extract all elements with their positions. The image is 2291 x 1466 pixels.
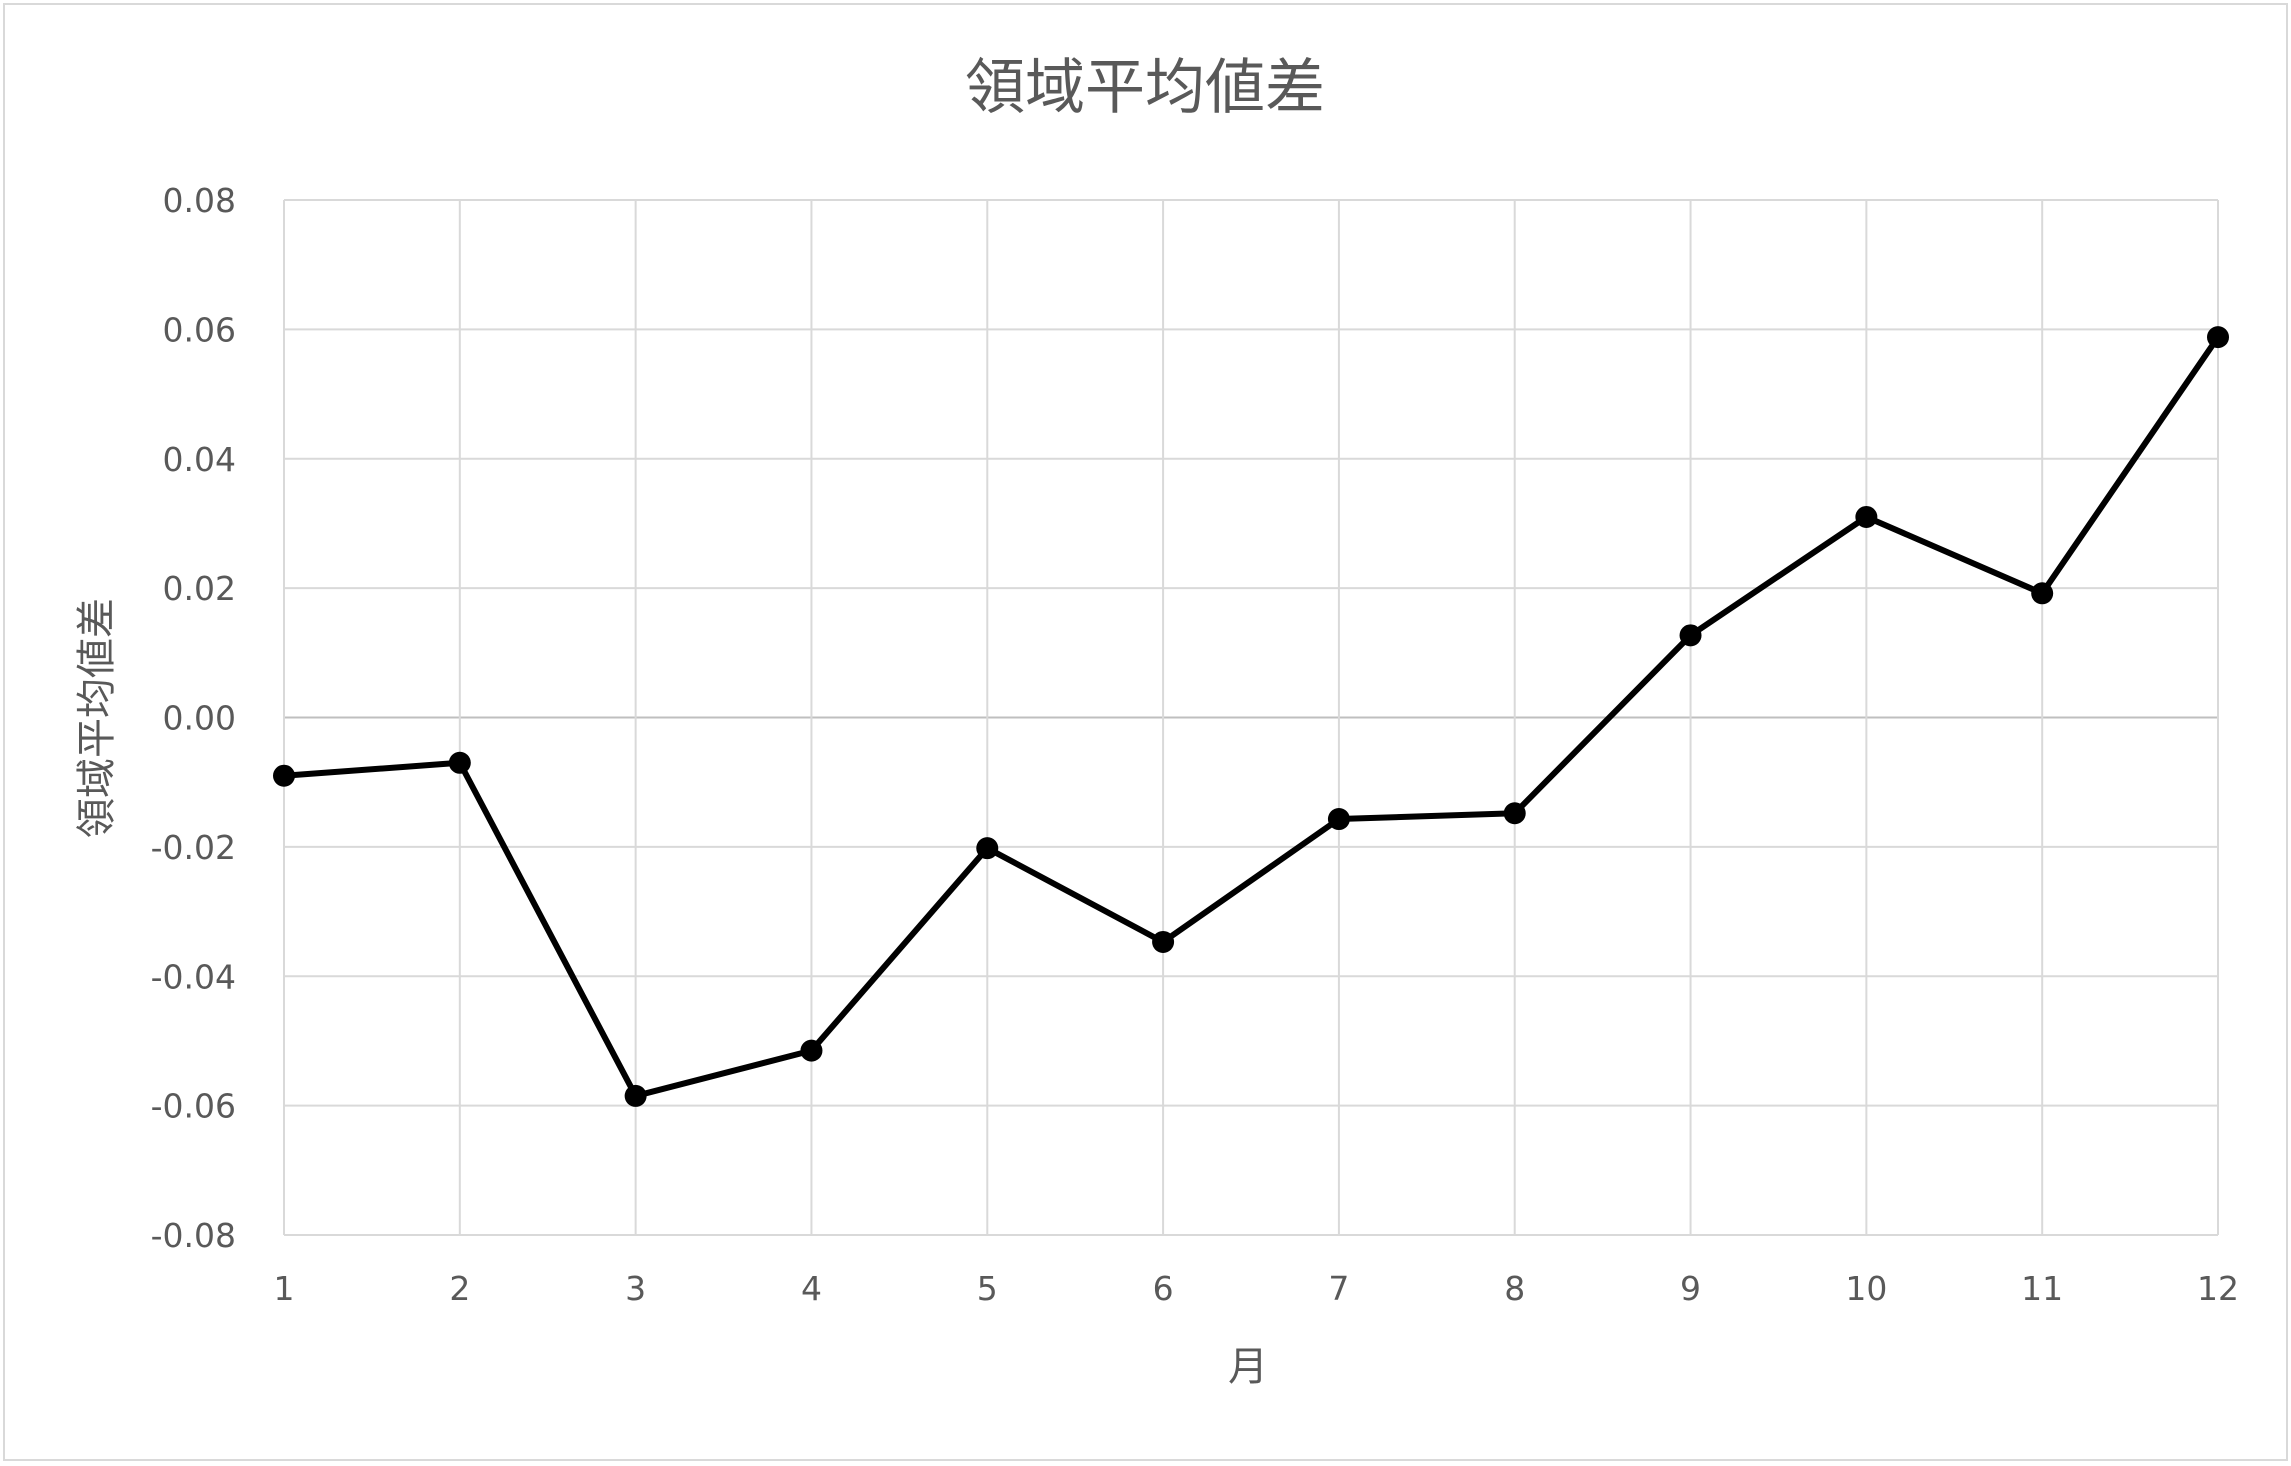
x-tick-label: 12 (2197, 1269, 2239, 1308)
gridlines (283, 199, 2219, 1236)
x-tick-label: 5 (977, 1269, 998, 1308)
y-axis-tick-labels: 0.08 0.06 0.04 0.02 0.00 -0.02 -0.04 -0.06 -0.08 (151, 181, 236, 1255)
x-tick-label: 4 (801, 1269, 822, 1308)
y-tick-label: 0.04 (163, 440, 236, 479)
y-tick-label: 0.06 (163, 310, 236, 349)
y-tick-label: 0.02 (163, 569, 236, 608)
chart-area (3, 3, 2288, 1461)
y-tick-label: -0.08 (151, 1216, 236, 1255)
data-point (2207, 326, 2229, 349)
y-tick-label: -0.02 (151, 828, 236, 867)
x-tick-label: 2 (449, 1269, 470, 1308)
y-tick-label: 0.08 (163, 181, 236, 220)
x-tick-label: 1 (274, 1269, 295, 1308)
x-tick-label: 3 (625, 1269, 646, 1308)
x-tick-label: 6 (1153, 1269, 1174, 1308)
data-point (1679, 624, 1702, 647)
y-tick-label: -0.06 (151, 1087, 236, 1126)
data-point (1327, 808, 1350, 831)
data-point (1855, 505, 1878, 528)
series-group (273, 326, 2229, 1107)
series-line (283, 335, 2221, 1099)
x-tick-label: 7 (1328, 1269, 1349, 1308)
data-point (976, 837, 999, 860)
data-point (1503, 802, 1526, 825)
data-point (1152, 930, 1175, 953)
x-tick-label: 10 (1845, 1269, 1887, 1308)
x-axis-title: 月 (1228, 1344, 1268, 1390)
data-point (2031, 582, 2054, 605)
data-point (448, 751, 471, 774)
x-tick-label: 8 (1504, 1269, 1525, 1308)
data-point (800, 1039, 823, 1062)
y-tick-label: -0.04 (151, 957, 236, 996)
x-tick-label: 9 (1680, 1269, 1701, 1308)
data-point (273, 764, 295, 787)
data-point (624, 1084, 647, 1107)
x-axis-tick-labels: 1 2 3 4 5 6 7 8 9 10 11 12 (274, 1269, 2240, 1308)
x-tick-label: 11 (2021, 1269, 2063, 1308)
y-tick-label: 0.00 (163, 699, 236, 738)
chart-title: 領域平均値差 (965, 53, 1325, 123)
y-axis-title: 領域平均値差 (74, 598, 120, 838)
